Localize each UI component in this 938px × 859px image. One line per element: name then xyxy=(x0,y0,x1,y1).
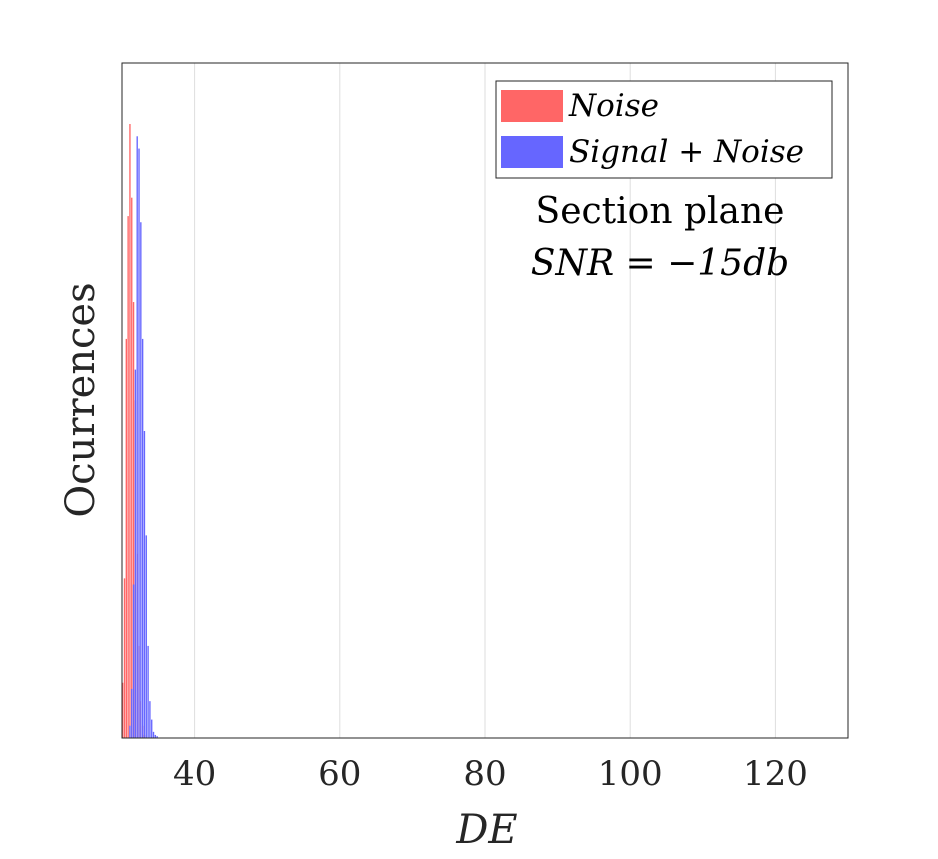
x-tick-label-120: 120 xyxy=(743,754,808,794)
signal-noise-bar-2 xyxy=(132,584,135,738)
signal-noise-bar-8 xyxy=(143,431,146,738)
legend-label-signal-noise: Signal + Noise xyxy=(569,134,804,170)
legend: Noise Signal + Noise xyxy=(495,80,833,179)
noise-bar-5 xyxy=(131,197,133,738)
signal-noise-bar-1 xyxy=(131,688,133,738)
plot-frame xyxy=(121,62,849,739)
signal-noise-bar-9 xyxy=(145,535,147,738)
signal-noise-bar-6 xyxy=(140,222,142,739)
noise-bar-4 xyxy=(129,124,131,738)
annotation-section-plane: Section plane xyxy=(536,191,785,232)
signal-noise-bar-3 xyxy=(134,369,137,738)
noise-bar-1 xyxy=(123,578,126,738)
signal-noise-bar-7 xyxy=(141,338,144,738)
x-tick-label-100: 100 xyxy=(598,754,663,794)
signal-noise-bar-15 xyxy=(156,736,158,738)
signal-noise-bar-0 xyxy=(129,725,131,738)
signal-noise-bar-13 xyxy=(152,731,155,738)
noise-bar-6 xyxy=(132,302,135,738)
x-tick-label-40: 40 xyxy=(173,754,216,794)
legend-swatch-signal-noise xyxy=(501,136,563,168)
signal-noise-bar-14 xyxy=(154,734,157,738)
noise-bar-0 xyxy=(122,682,124,738)
legend-swatch-noise xyxy=(501,90,563,122)
legend-label-noise: Noise xyxy=(568,88,659,124)
signal-noise-bar-4 xyxy=(136,136,138,738)
annotation-snr: SNR = −15db xyxy=(531,243,789,284)
y-axis-label: Ocurrences xyxy=(58,282,104,517)
noise-bar-2 xyxy=(125,338,127,738)
x-axis-label: DE xyxy=(455,807,517,853)
signal-noise-bar-5 xyxy=(138,148,140,738)
signal-noise-bars xyxy=(129,136,158,739)
noise-bar-3 xyxy=(127,216,129,739)
x-tick-label-60: 60 xyxy=(318,754,361,794)
signal-noise-bar-10 xyxy=(147,645,149,738)
signal-noise-bar-12 xyxy=(151,719,153,738)
x-tick-label-80: 80 xyxy=(463,754,506,794)
x-tick-labels: 40 60 80 100 120 xyxy=(173,754,808,794)
signal-noise-bar-11 xyxy=(149,701,151,738)
